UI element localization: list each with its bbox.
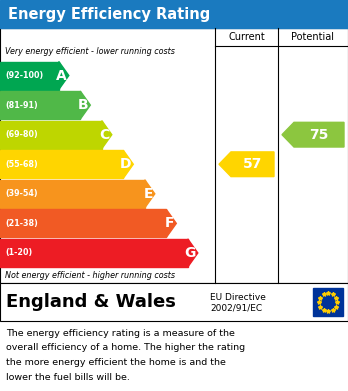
Bar bbox=[0, 91, 80, 119]
Text: D: D bbox=[120, 157, 131, 171]
Bar bbox=[0, 150, 123, 178]
Text: (21-38): (21-38) bbox=[5, 219, 38, 228]
Text: (92-100): (92-100) bbox=[5, 71, 43, 80]
Text: A: A bbox=[56, 68, 67, 83]
Bar bbox=[0, 121, 102, 149]
Text: Energy Efficiency Rating: Energy Efficiency Rating bbox=[8, 7, 210, 22]
Bar bbox=[0, 28, 348, 283]
Text: F: F bbox=[165, 216, 174, 230]
Polygon shape bbox=[219, 152, 274, 177]
Bar bbox=[0, 61, 59, 90]
Polygon shape bbox=[102, 121, 112, 149]
Bar bbox=[313, 288, 343, 316]
Bar bbox=[0, 0, 348, 28]
Text: E: E bbox=[143, 187, 153, 201]
Text: Not energy efficient - higher running costs: Not energy efficient - higher running co… bbox=[5, 271, 175, 280]
Text: 57: 57 bbox=[243, 157, 262, 171]
Text: 2002/91/EC: 2002/91/EC bbox=[210, 303, 262, 312]
Polygon shape bbox=[166, 209, 176, 237]
Bar bbox=[0, 209, 166, 237]
Text: 75: 75 bbox=[309, 128, 329, 142]
Text: overall efficiency of a home. The higher the rating: overall efficiency of a home. The higher… bbox=[6, 344, 245, 353]
Text: (81-91): (81-91) bbox=[5, 100, 38, 109]
Text: Current: Current bbox=[228, 32, 265, 42]
Text: G: G bbox=[184, 246, 196, 260]
Text: (39-54): (39-54) bbox=[5, 189, 38, 198]
Text: C: C bbox=[100, 128, 110, 142]
Polygon shape bbox=[188, 239, 198, 267]
Text: The energy efficiency rating is a measure of the: The energy efficiency rating is a measur… bbox=[6, 329, 235, 338]
Text: Very energy efficient - lower running costs: Very energy efficient - lower running co… bbox=[5, 47, 175, 57]
Text: the more energy efficient the home is and the: the more energy efficient the home is an… bbox=[6, 358, 226, 367]
Text: (1-20): (1-20) bbox=[5, 248, 32, 257]
Text: England & Wales: England & Wales bbox=[6, 293, 176, 311]
Bar bbox=[0, 180, 145, 208]
Polygon shape bbox=[59, 61, 69, 90]
Text: (69-80): (69-80) bbox=[5, 130, 38, 139]
Text: (55-68): (55-68) bbox=[5, 160, 38, 169]
Polygon shape bbox=[123, 150, 133, 178]
Bar bbox=[0, 239, 188, 267]
Text: lower the fuel bills will be.: lower the fuel bills will be. bbox=[6, 373, 130, 382]
Text: Potential: Potential bbox=[292, 32, 334, 42]
Text: EU Directive: EU Directive bbox=[210, 292, 266, 301]
Text: B: B bbox=[78, 98, 88, 112]
Polygon shape bbox=[282, 122, 344, 147]
Polygon shape bbox=[80, 91, 90, 119]
Bar bbox=[0, 283, 348, 321]
Polygon shape bbox=[145, 180, 155, 208]
Bar bbox=[0, 321, 348, 391]
